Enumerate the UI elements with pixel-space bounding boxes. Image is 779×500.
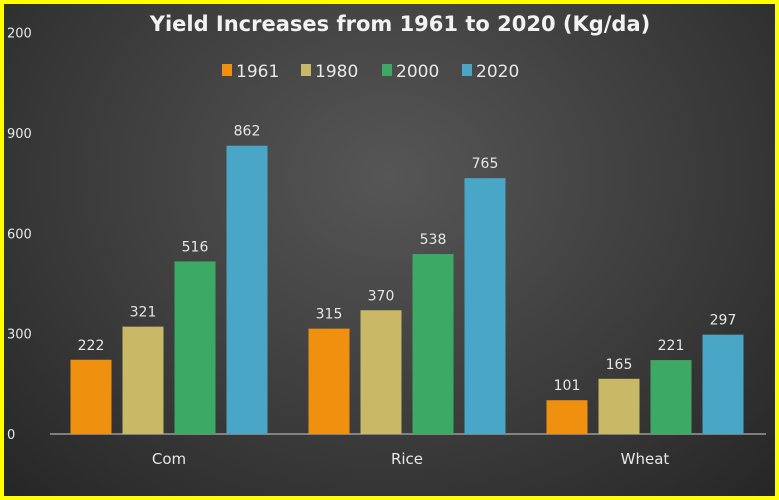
y-tick-label: 0 bbox=[7, 428, 15, 443]
data-label: 862 bbox=[234, 124, 261, 140]
legend-label-2000: 2000 bbox=[396, 62, 439, 82]
legend-swatch-1980 bbox=[301, 64, 311, 76]
y-axis: 0 300 600 900 200 bbox=[7, 27, 32, 443]
x-tick-label: Rice bbox=[391, 450, 423, 468]
bar-wheat-1961 bbox=[546, 400, 588, 434]
x-axis: Com Rice Wheat bbox=[152, 450, 670, 468]
data-label: 165 bbox=[606, 357, 633, 373]
bar-wheat-2020 bbox=[702, 334, 744, 434]
y-tick-label: 200 bbox=[7, 27, 32, 42]
bar-com-1961 bbox=[70, 359, 112, 434]
legend-label-1980: 1980 bbox=[315, 62, 358, 82]
bar-com-2020 bbox=[226, 145, 268, 434]
data-label: 765 bbox=[472, 156, 499, 172]
data-label: 538 bbox=[420, 232, 447, 248]
data-label: 370 bbox=[368, 288, 395, 304]
data-label: 315 bbox=[316, 307, 343, 323]
data-label: 516 bbox=[182, 239, 209, 255]
bar-rice-1961 bbox=[308, 328, 350, 434]
data-label: 101 bbox=[554, 378, 581, 394]
legend-swatch-2000 bbox=[382, 64, 392, 76]
y-tick-label: 900 bbox=[7, 127, 32, 142]
bar-com-1980 bbox=[122, 326, 164, 434]
bar-rice-1980 bbox=[360, 310, 402, 434]
data-label: 222 bbox=[78, 338, 105, 354]
x-tick-label: Com bbox=[152, 450, 186, 468]
bars: 222 321 516 862 315 370 538 765 101 165 221 297 bbox=[70, 124, 744, 434]
data-label: 321 bbox=[130, 305, 157, 321]
legend: 1961 1980 2000 2020 bbox=[222, 62, 519, 82]
data-label: 221 bbox=[658, 338, 685, 354]
y-tick-label: 600 bbox=[7, 227, 32, 242]
data-label: 297 bbox=[710, 313, 737, 329]
legend-swatch-1961 bbox=[222, 64, 232, 76]
bar-wheat-1980 bbox=[598, 378, 640, 434]
y-tick-label: 300 bbox=[7, 328, 32, 343]
legend-label-2020: 2020 bbox=[476, 62, 519, 82]
legend-label-1961: 1961 bbox=[236, 62, 279, 82]
chart-title: Yield Increases from 1961 to 2020 (Kg/da… bbox=[149, 12, 651, 36]
bar-wheat-2000 bbox=[650, 360, 692, 434]
x-tick-label: Wheat bbox=[621, 450, 670, 468]
bar-rice-2020 bbox=[464, 178, 506, 434]
bar-rice-2000 bbox=[412, 254, 454, 434]
legend-swatch-2020 bbox=[462, 64, 472, 76]
bar-com-2000 bbox=[174, 261, 216, 434]
